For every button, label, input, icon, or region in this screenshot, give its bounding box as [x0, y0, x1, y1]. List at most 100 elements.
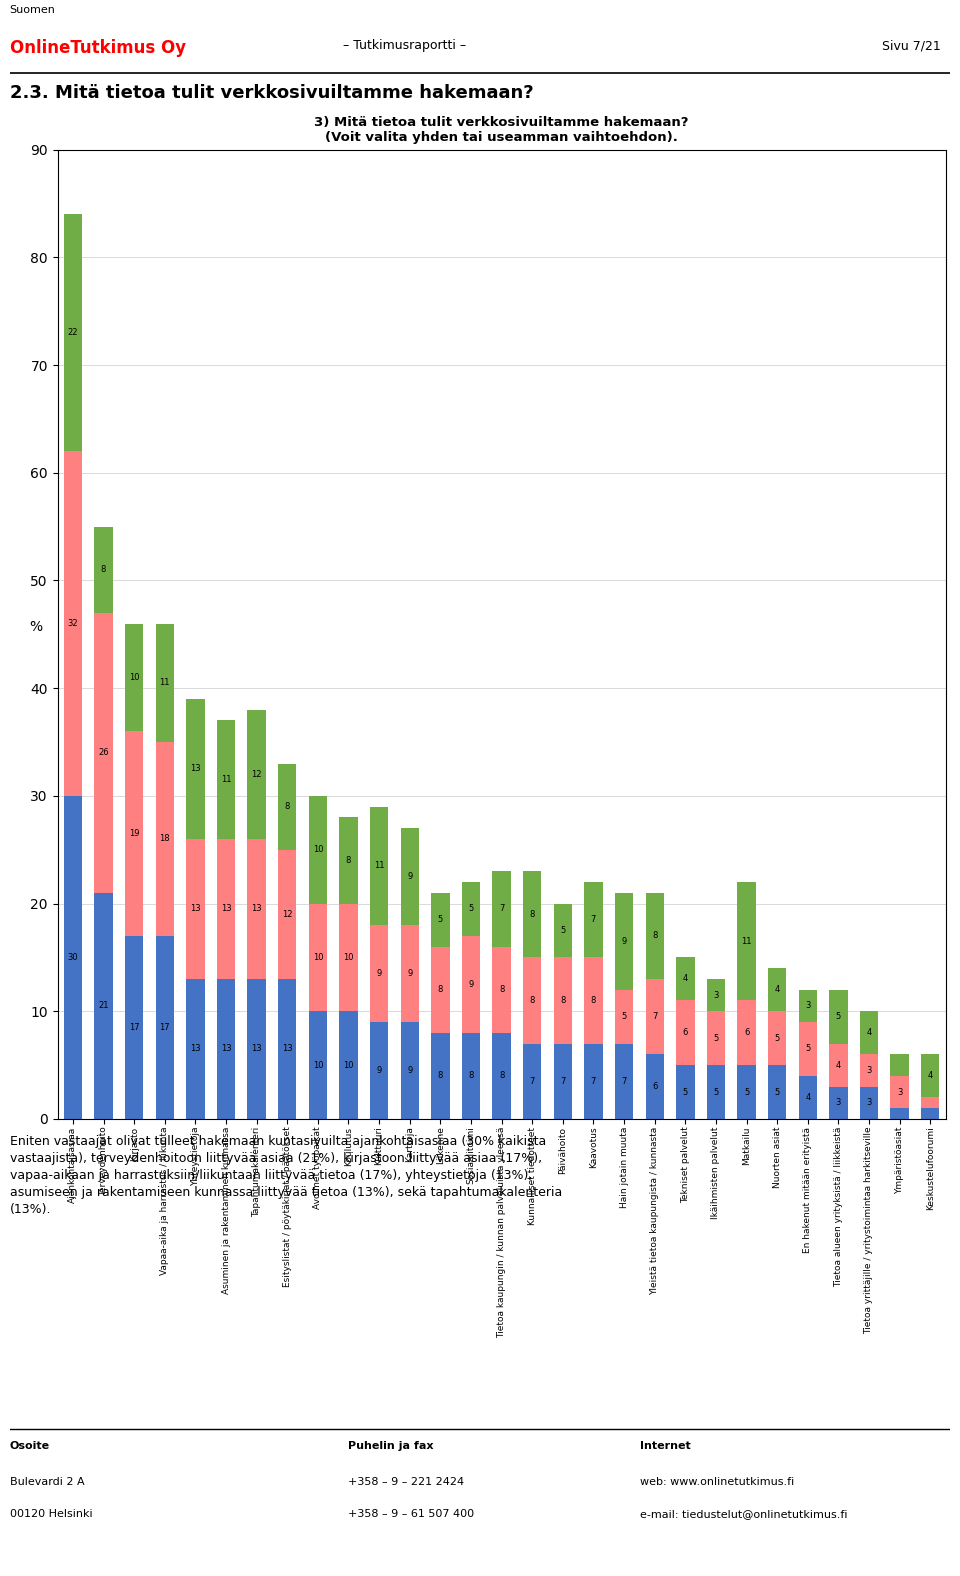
Bar	[63, 451, 83, 796]
Bar	[278, 979, 297, 1119]
Text: 32: 32	[67, 619, 78, 629]
Text: 6: 6	[652, 1083, 658, 1091]
Bar	[921, 1054, 940, 1097]
Title: 3) Mitä tietoa tulit verkkosivuiltamme hakemaan?
(Voit valita yhden tai useamman: 3) Mitä tietoa tulit verkkosivuiltamme h…	[314, 117, 689, 145]
Text: – Tutkimusraportti –: – Tutkimusraportti –	[343, 39, 467, 52]
Text: 22: 22	[67, 328, 78, 337]
Bar	[615, 894, 634, 990]
Text: 9: 9	[376, 969, 382, 979]
Text: 8: 8	[652, 931, 658, 941]
Text: Osoite: Osoite	[10, 1440, 50, 1451]
Text: 6: 6	[683, 1028, 688, 1037]
Bar	[860, 1012, 878, 1054]
Bar	[737, 883, 756, 1001]
Text: 13: 13	[221, 1045, 231, 1053]
Bar	[248, 979, 266, 1119]
Text: +358 – 9 – 61 507 400: +358 – 9 – 61 507 400	[348, 1510, 474, 1519]
Bar	[400, 1023, 419, 1119]
Text: 5: 5	[775, 1087, 780, 1097]
Text: 9: 9	[376, 1065, 382, 1075]
Text: 17: 17	[129, 1023, 139, 1032]
Text: +358 – 9 – 221 2424: +358 – 9 – 221 2424	[348, 1477, 465, 1488]
Text: 7: 7	[560, 1076, 565, 1086]
Bar	[645, 1054, 664, 1119]
Text: 5: 5	[805, 1045, 810, 1053]
Text: 5: 5	[713, 1087, 719, 1097]
Text: 11: 11	[221, 775, 231, 785]
Text: 3: 3	[897, 1087, 902, 1097]
Bar	[462, 1032, 480, 1119]
Text: 7: 7	[652, 1012, 658, 1021]
Bar	[492, 872, 511, 947]
Text: Suomen: Suomen	[10, 5, 56, 14]
Bar	[676, 1065, 694, 1119]
Text: 9: 9	[407, 1065, 413, 1075]
Text: e-mail: tiedustelut@onlinetutkimus.fi: e-mail: tiedustelut@onlinetutkimus.fi	[640, 1510, 848, 1519]
Bar	[768, 968, 786, 1012]
Text: 5: 5	[713, 1034, 719, 1043]
Bar	[615, 990, 634, 1043]
Text: 5: 5	[683, 1087, 688, 1097]
Text: 13: 13	[190, 1045, 201, 1053]
Text: OnlineTutkimus Oy: OnlineTutkimus Oy	[10, 39, 185, 57]
Bar	[676, 958, 694, 1001]
Bar	[707, 979, 725, 1012]
Bar	[186, 700, 204, 838]
Bar	[309, 903, 327, 1012]
Bar	[645, 979, 664, 1054]
Bar	[860, 1087, 878, 1119]
Bar	[431, 1032, 449, 1119]
Text: 10: 10	[344, 953, 353, 961]
Bar	[278, 849, 297, 979]
Bar	[186, 979, 204, 1119]
Bar	[431, 947, 449, 1032]
Text: 4: 4	[683, 974, 688, 983]
Text: 13: 13	[190, 905, 201, 914]
Text: 13: 13	[252, 1045, 262, 1053]
Bar	[645, 892, 664, 979]
Bar	[370, 1023, 388, 1119]
Bar	[554, 957, 572, 1043]
Bar	[156, 624, 174, 742]
Text: 6: 6	[744, 1028, 749, 1037]
Bar	[400, 925, 419, 1023]
Bar	[737, 1065, 756, 1119]
Text: 8: 8	[499, 1072, 504, 1081]
Text: 5: 5	[561, 927, 565, 935]
Text: 3: 3	[836, 1098, 841, 1108]
Text: Sivu 7/21: Sivu 7/21	[882, 39, 941, 52]
Bar	[707, 1065, 725, 1119]
Text: 12: 12	[282, 909, 293, 919]
Bar	[125, 936, 143, 1119]
Bar	[523, 957, 541, 1043]
Text: 5: 5	[836, 1012, 841, 1021]
Text: 8: 8	[284, 802, 290, 812]
Bar	[63, 214, 83, 451]
Bar	[462, 936, 480, 1032]
Text: 5: 5	[468, 905, 473, 914]
Bar	[217, 838, 235, 979]
Text: 3: 3	[805, 1001, 810, 1010]
Bar	[156, 936, 174, 1119]
Text: 11: 11	[373, 862, 384, 870]
Text: 5: 5	[775, 1034, 780, 1043]
Text: 4: 4	[927, 1072, 933, 1081]
Text: 17: 17	[159, 1023, 170, 1032]
Text: 30: 30	[67, 953, 78, 961]
Bar	[891, 1108, 909, 1119]
Bar	[585, 1043, 603, 1119]
Text: Eniten vastaajat olivat tulleet hakemaan kuntasivuilta ajankohtaisasiaa (30% kai: Eniten vastaajat olivat tulleet hakemaan…	[10, 1135, 562, 1215]
Text: 4: 4	[867, 1028, 872, 1037]
Text: 3: 3	[713, 991, 719, 999]
Bar	[737, 1001, 756, 1065]
Bar	[676, 1001, 694, 1065]
Bar	[860, 1054, 878, 1087]
Bar	[248, 838, 266, 979]
Text: 8: 8	[101, 566, 107, 574]
Text: 13: 13	[252, 905, 262, 914]
Text: 9: 9	[407, 872, 413, 881]
Bar	[278, 764, 297, 849]
Bar	[921, 1097, 940, 1108]
Bar	[94, 613, 112, 894]
Bar	[891, 1076, 909, 1108]
